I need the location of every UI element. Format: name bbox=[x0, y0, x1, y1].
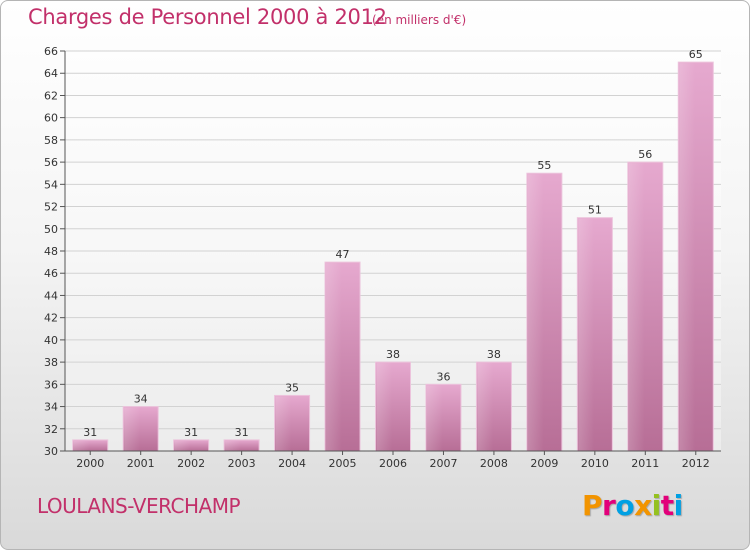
data-label-2011: 56 bbox=[638, 148, 652, 161]
data-label-2009: 55 bbox=[537, 159, 551, 172]
y-tick-label: 36 bbox=[44, 378, 58, 391]
x-tick-label-2004: 2004 bbox=[278, 457, 306, 470]
x-tick-label-2009: 2009 bbox=[530, 457, 558, 470]
y-tick-label: 62 bbox=[44, 89, 58, 102]
bar-highlight bbox=[275, 396, 292, 451]
y-tick-label: 38 bbox=[44, 356, 58, 369]
y-tick-label: 66 bbox=[44, 45, 58, 58]
y-tick-label: 48 bbox=[44, 245, 58, 258]
logo-letter: t bbox=[660, 489, 674, 522]
data-label-2007: 36 bbox=[436, 370, 450, 383]
bar-highlight bbox=[326, 263, 342, 451]
y-tick-label: 42 bbox=[44, 312, 58, 325]
data-label-2012: 65 bbox=[689, 48, 703, 61]
y-tick-label: 56 bbox=[44, 156, 58, 169]
bar-highlight bbox=[527, 174, 544, 451]
y-tick-label: 40 bbox=[44, 334, 58, 347]
bar-highlight bbox=[426, 385, 443, 451]
data-label-2001: 34 bbox=[134, 393, 148, 406]
data-label-2008: 38 bbox=[487, 348, 501, 361]
data-label-2006: 38 bbox=[386, 348, 400, 361]
logo-letter: P bbox=[582, 489, 603, 522]
x-tick-label-2000: 2000 bbox=[76, 457, 104, 470]
y-tick-label: 58 bbox=[44, 134, 58, 147]
y-tick-label: 60 bbox=[44, 112, 58, 125]
x-tick-label-2012: 2012 bbox=[682, 457, 710, 470]
y-tick-label: 54 bbox=[44, 178, 58, 191]
chart-subtitle: (en milliers d'€) bbox=[372, 13, 467, 27]
x-tick-label-2001: 2001 bbox=[127, 457, 155, 470]
x-tick-label-2005: 2005 bbox=[329, 457, 357, 470]
place-name: LOULANS-VERCHAMP bbox=[37, 494, 241, 518]
bar-highlight bbox=[679, 63, 696, 451]
x-tick-label-2006: 2006 bbox=[379, 457, 407, 470]
x-tick-label-2010: 2010 bbox=[581, 457, 609, 470]
bar-highlight bbox=[225, 440, 241, 451]
logo-letter: i bbox=[673, 489, 684, 522]
x-tick-label-2003: 2003 bbox=[228, 457, 256, 470]
x-tick-label-2007: 2007 bbox=[429, 457, 457, 470]
y-tick-label: 30 bbox=[44, 445, 58, 458]
logo-letter: i bbox=[651, 489, 662, 522]
data-label-2004: 35 bbox=[285, 381, 299, 394]
y-tick-label: 50 bbox=[44, 223, 58, 236]
bar-highlight bbox=[578, 218, 595, 451]
logo-letter: r bbox=[602, 489, 616, 522]
y-tick-label: 64 bbox=[44, 67, 58, 80]
bar-highlight bbox=[124, 407, 140, 451]
y-tick-label: 46 bbox=[44, 267, 58, 280]
bar-highlight bbox=[174, 440, 191, 451]
data-label-2000: 31 bbox=[83, 426, 97, 439]
y-tick-label: 44 bbox=[44, 289, 58, 302]
bar-highlight bbox=[73, 440, 90, 451]
bar-highlight bbox=[628, 163, 645, 451]
data-label-2003: 31 bbox=[235, 426, 249, 439]
y-tick-label: 34 bbox=[44, 401, 58, 414]
data-label-2005: 47 bbox=[336, 248, 350, 261]
bar-highlight bbox=[376, 363, 393, 451]
data-label-2002: 31 bbox=[184, 426, 198, 439]
logo-letter: o bbox=[615, 489, 635, 522]
bars bbox=[72, 61, 714, 452]
x-tick-label-2011: 2011 bbox=[631, 457, 659, 470]
x-tick-label-2002: 2002 bbox=[177, 457, 205, 470]
logo-letter: x bbox=[634, 489, 652, 522]
bar-highlight bbox=[477, 363, 494, 451]
y-tick-label: 52 bbox=[44, 201, 58, 214]
labels: 30 32 34 36 38 40 42 44 46 48 50 52 54 56 58 60 62 64 66 31… bbox=[44, 45, 710, 470]
chart-title: Charges de Personnel 2000 à 2012 bbox=[28, 5, 387, 29]
data-label-2010: 51 bbox=[588, 204, 602, 217]
axes bbox=[60, 50, 721, 455]
x-tick-label-2008: 2008 bbox=[480, 457, 508, 470]
proxiti-logo: Proxiti bbox=[582, 489, 683, 522]
y-tick-label: 32 bbox=[44, 423, 58, 436]
